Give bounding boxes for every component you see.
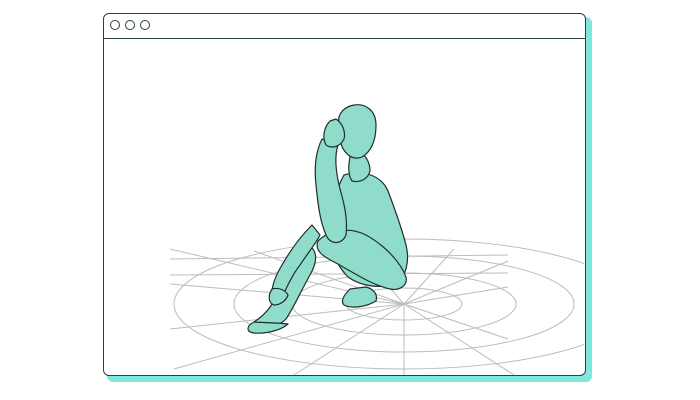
close-window-button[interactable] — [110, 20, 120, 30]
app-window — [103, 13, 586, 376]
pose-scene — [169, 104, 584, 375]
3d-viewport[interactable] — [104, 39, 585, 375]
left-hand — [268, 287, 289, 306]
right-hand — [323, 118, 346, 148]
neck — [348, 152, 371, 183]
left-foot — [247, 321, 289, 334]
minimize-window-button[interactable] — [125, 20, 135, 30]
maximize-window-button[interactable] — [140, 20, 150, 30]
pose-figure[interactable] — [247, 104, 409, 334]
right-foot — [341, 286, 378, 308]
right-arm — [314, 138, 348, 244]
ground-grid — [169, 238, 584, 375]
window-titlebar[interactable] — [104, 14, 585, 39]
right-thigh — [316, 229, 407, 290]
head — [338, 104, 377, 159]
